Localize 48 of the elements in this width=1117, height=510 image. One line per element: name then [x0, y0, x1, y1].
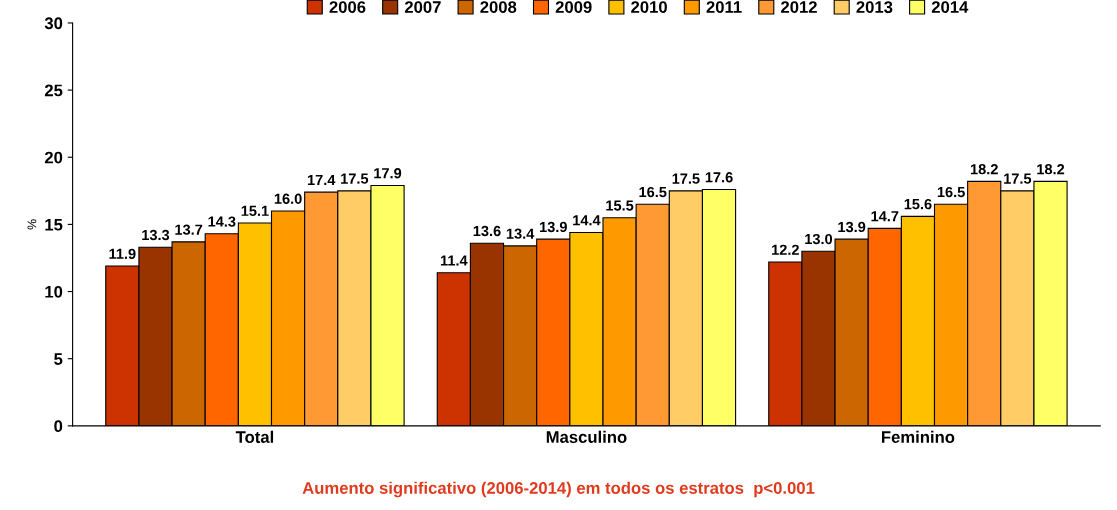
data-label: 13.4 — [506, 228, 535, 239]
x-tick-label: Masculino — [546, 430, 627, 443]
legend-label: 2009 — [555, 1, 592, 13]
legend-label: 2006 — [329, 1, 366, 13]
data-label: 13.7 — [175, 224, 203, 235]
data-label: 15.1 — [241, 205, 269, 217]
data-label: 13.9 — [838, 221, 866, 233]
data-label: 18.2 — [1037, 164, 1065, 175]
data-label: 17.5 — [1004, 173, 1032, 184]
y-tick-label: 0 — [54, 420, 63, 433]
data-label: 16.5 — [937, 186, 965, 198]
data-label: 13.3 — [142, 229, 170, 241]
y-tick-label: 20 — [44, 151, 63, 164]
data-label: 18.2 — [970, 164, 998, 175]
legend-label: 2013 — [856, 1, 893, 14]
data-label: 11.4 — [440, 255, 468, 266]
data-label: 15.6 — [904, 198, 932, 210]
data-label: 17.6 — [705, 172, 733, 183]
data-label: 13.9 — [540, 221, 567, 233]
y-tick-label: 10 — [45, 285, 63, 298]
legend-label: 2007 — [404, 1, 441, 13]
y-tick-label: 5 — [54, 353, 63, 365]
y-tick-label: 25 — [44, 84, 63, 97]
text: Aumento significativo (2006-2014) em todos os estratos p<0.001 — [302, 481, 815, 498]
data-label: 17.5 — [341, 173, 369, 184]
data-label: 16.5 — [639, 186, 667, 198]
data-label: 14.3 — [208, 216, 236, 227]
data-label: 12.2 — [772, 244, 799, 255]
data-label: 11.9 — [109, 248, 136, 259]
data-label: 13.0 — [805, 233, 833, 245]
y-tick-label: 30 — [44, 17, 63, 30]
legend-label: 2008 — [480, 1, 517, 13]
y-axis-title: % — [27, 219, 37, 230]
data-label: 17.5 — [672, 173, 700, 184]
legend-label: 2011 — [706, 1, 742, 13]
legend-label: 2014 — [931, 1, 969, 13]
data-label: 14.7 — [871, 211, 899, 222]
x-tick-label: Total — [235, 430, 274, 443]
x-tick-label: Feminino — [882, 430, 955, 443]
data-label: 17.4 — [307, 174, 336, 185]
data-label: 13.6 — [473, 225, 501, 237]
data-label: 14.4 — [573, 215, 601, 226]
legend-label: 2010 — [631, 1, 667, 13]
data-label: 17.9 — [374, 168, 402, 179]
data-label: 15.5 — [606, 200, 634, 211]
data-label: 16.0 — [274, 193, 302, 204]
y-tick-label: 15 — [45, 218, 63, 231]
legend-label: 2012 — [781, 1, 817, 13]
